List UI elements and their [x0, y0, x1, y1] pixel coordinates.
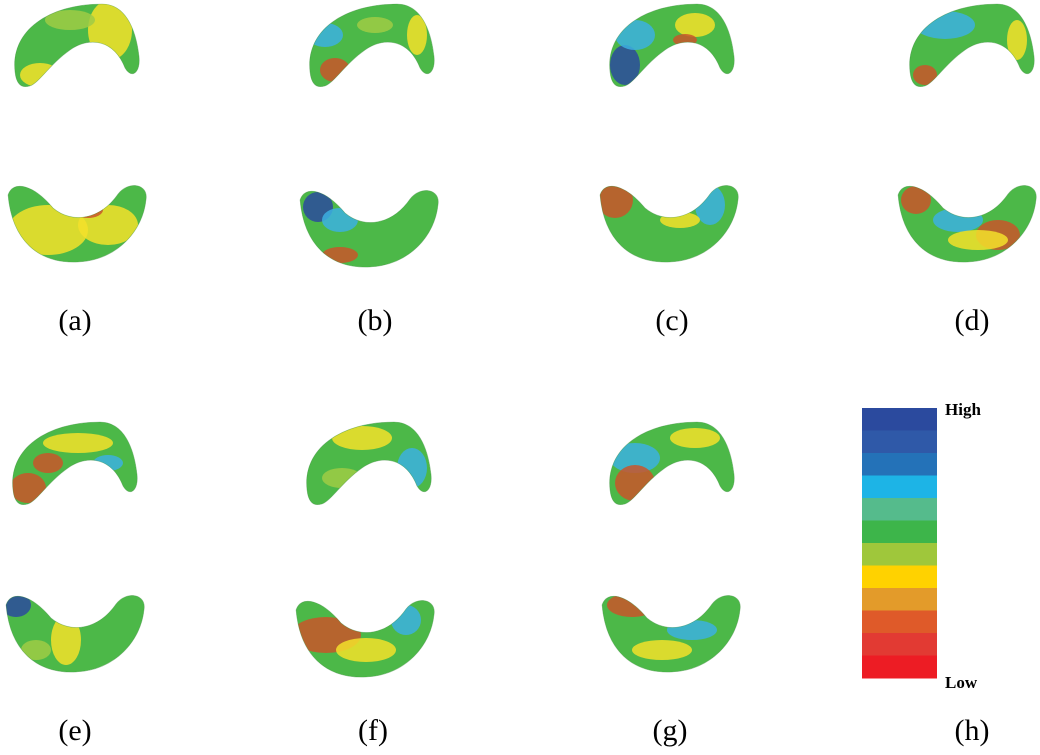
panel-label: (e) — [58, 714, 91, 747]
surface-patch — [933, 208, 983, 232]
surface-patch — [88, 0, 132, 60]
surface-body — [910, 4, 1035, 87]
color-bar-segment — [862, 431, 937, 454]
surface-body — [15, 0, 140, 87]
surface-patch — [670, 428, 720, 448]
low-label: Low — [945, 673, 978, 692]
panel-label: (g) — [653, 714, 688, 747]
surface — [910, 4, 1035, 87]
surface-body — [898, 185, 1036, 262]
surface-patch — [615, 465, 655, 501]
surface — [10, 422, 137, 505]
panel-label: (d) — [955, 304, 990, 337]
surface-body — [291, 600, 434, 677]
surface-patch — [597, 182, 633, 218]
surface — [8, 185, 146, 262]
surface-patch — [307, 23, 343, 47]
figure: (a) (b) (c) (d) (e) (f) (g) (h) High Low — [0, 0, 1040, 755]
surface-patch — [8, 205, 88, 255]
surface-patch — [33, 453, 63, 473]
surface-patch — [322, 247, 358, 263]
surface — [300, 190, 438, 267]
surface-patch — [610, 45, 640, 85]
surface-patch — [615, 20, 655, 50]
color-bar-segment — [862, 543, 937, 566]
surface-patch — [397, 448, 427, 488]
surface-patch — [1007, 20, 1027, 60]
surface-patch — [21, 640, 51, 660]
color-bar-segment — [862, 476, 937, 499]
surface-patch — [660, 212, 700, 228]
surface-body — [610, 422, 735, 505]
panel-label: (a) — [58, 304, 91, 337]
panel-label: (c) — [655, 304, 688, 337]
surface-patch — [336, 638, 396, 662]
surface — [610, 422, 735, 505]
surface — [291, 600, 434, 677]
surface-patch — [913, 65, 937, 85]
surface — [307, 422, 432, 505]
surface-patch — [93, 455, 123, 471]
color-bar-segment — [862, 566, 937, 589]
surface-patch — [1, 593, 31, 617]
surface — [898, 185, 1036, 262]
surface — [602, 593, 740, 672]
surface-patch — [632, 640, 692, 660]
color-bar-segment — [862, 521, 937, 544]
color-bar-segment — [862, 656, 937, 679]
surface — [597, 182, 738, 262]
surface-body — [307, 4, 434, 87]
surface — [15, 0, 140, 87]
color-bar-segment — [862, 588, 937, 611]
surface-body — [8, 185, 146, 262]
surface-patch — [73, 202, 103, 218]
surface-patch — [78, 205, 138, 245]
surface-patch — [332, 426, 392, 450]
surface-patch — [322, 208, 358, 232]
color-bar-segment — [862, 611, 937, 634]
panel-label: (b) — [358, 304, 393, 337]
panel-label: (f) — [358, 714, 388, 747]
surface-body — [300, 190, 438, 267]
color-bar-segment — [862, 453, 937, 476]
color-bar-segment — [862, 633, 937, 656]
high-label: High — [945, 400, 981, 419]
surface-body — [10, 422, 137, 505]
surface-patch — [675, 13, 715, 37]
panel-label: (h) — [955, 714, 990, 747]
surface-patch — [667, 620, 717, 640]
surface-body — [602, 593, 740, 672]
color-bar-segment — [862, 498, 937, 521]
labels: (a) (b) (c) (d) (e) (f) (g) (h) — [58, 304, 989, 747]
surface-patch — [322, 468, 362, 488]
surface-patch — [915, 11, 975, 39]
surface-patch — [51, 615, 81, 665]
surface-patch — [357, 17, 393, 33]
surface — [1, 593, 144, 672]
surface — [610, 4, 735, 87]
surface-body — [610, 4, 735, 87]
surface — [307, 4, 434, 87]
color-bar — [862, 408, 937, 679]
surface-patch — [948, 230, 1008, 250]
surface-body — [597, 182, 738, 262]
surface-patch — [901, 186, 931, 214]
color-bar-segment — [862, 408, 937, 431]
surface-body — [307, 422, 432, 505]
surface-patch — [43, 433, 113, 453]
surface-patch — [20, 63, 60, 87]
surface-patch — [607, 593, 657, 617]
surface-body — [1, 593, 144, 672]
surface-patch — [10, 473, 46, 503]
